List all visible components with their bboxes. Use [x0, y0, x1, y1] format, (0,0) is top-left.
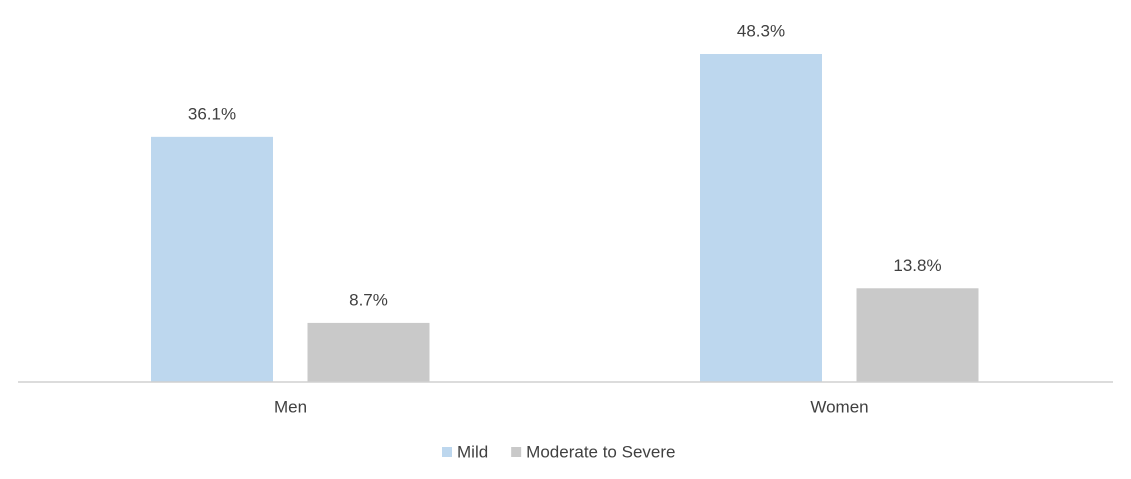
bar — [700, 54, 822, 382]
legend-label: Moderate to Severe — [526, 442, 675, 461]
x-tick-label: Men — [274, 397, 307, 416]
x-tick-label: Women — [810, 397, 868, 416]
bar — [307, 322, 430, 382]
value-label: 13.8% — [893, 256, 941, 275]
legend-swatch — [442, 447, 452, 457]
bar — [151, 136, 273, 382]
legend-swatch — [511, 447, 522, 457]
value-label: 8.7% — [349, 290, 388, 309]
legend-label: Mild — [457, 442, 488, 461]
bar — [856, 288, 979, 382]
value-label: 36.1% — [188, 104, 236, 123]
value-label: 48.3% — [737, 21, 785, 40]
